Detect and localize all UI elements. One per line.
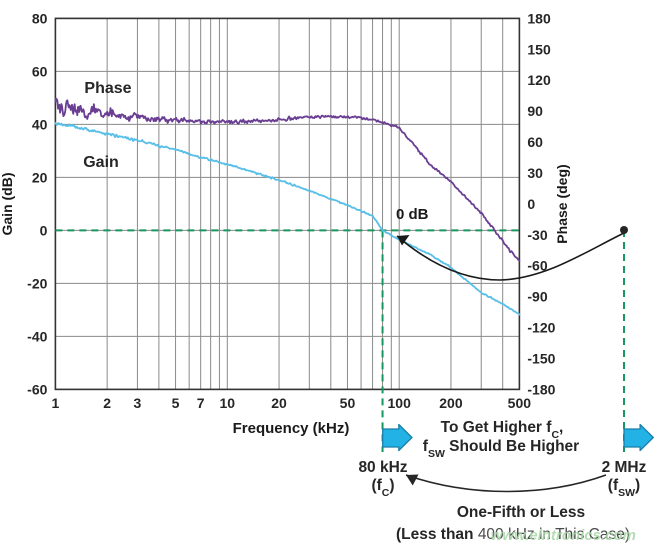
svg-text:3: 3	[134, 395, 142, 411]
svg-text:90: 90	[527, 103, 543, 119]
svg-text:(fSW): (fSW)	[608, 477, 640, 499]
svg-text:One-Fifth or Less: One-Fifth or Less	[457, 504, 585, 521]
svg-text:50: 50	[340, 395, 356, 411]
svg-text:5: 5	[172, 395, 180, 411]
svg-text:500: 500	[508, 395, 532, 411]
svg-text:30: 30	[527, 165, 543, 181]
svg-text:-120: -120	[527, 320, 555, 336]
svg-text:fSW Should Be Higher: fSW Should Be Higher	[423, 438, 579, 460]
svg-text:2 MHz: 2 MHz	[602, 459, 647, 476]
svg-text:-20: -20	[27, 275, 47, 291]
svg-text:(fC): (fC)	[371, 477, 394, 499]
svg-text:150: 150	[527, 41, 551, 57]
svg-text:-90: -90	[527, 289, 547, 305]
svg-text:180: 180	[527, 10, 551, 26]
svg-text:120: 120	[527, 72, 551, 88]
svg-text:-40: -40	[27, 328, 47, 344]
svg-text:Frequency (kHz): Frequency (kHz)	[233, 420, 350, 437]
svg-text:40: 40	[32, 116, 48, 132]
svg-text:Gain (dB): Gain (dB)	[0, 173, 15, 236]
svg-text:7: 7	[197, 395, 205, 411]
svg-text:Phase (deg): Phase (deg)	[554, 164, 570, 243]
svg-text:1: 1	[52, 395, 60, 411]
svg-text:100: 100	[388, 395, 412, 411]
svg-text:10: 10	[220, 395, 236, 411]
svg-text:60: 60	[527, 134, 543, 150]
svg-text:Gain: Gain	[83, 154, 119, 171]
svg-text:60: 60	[32, 63, 48, 79]
svg-text:0: 0	[40, 222, 48, 238]
svg-text:2: 2	[103, 395, 111, 411]
svg-text:80 kHz: 80 kHz	[358, 459, 407, 476]
svg-text:0: 0	[527, 196, 535, 212]
svg-text:-150: -150	[527, 350, 555, 366]
svg-text:20: 20	[32, 169, 48, 185]
svg-text:www.elntronics.com: www.elntronics.com	[491, 527, 636, 544]
svg-text:-30: -30	[527, 227, 547, 243]
svg-text:-60: -60	[27, 381, 47, 397]
svg-text:-180: -180	[527, 381, 555, 397]
svg-text:0 dB: 0 dB	[396, 206, 429, 223]
svg-text:Phase: Phase	[84, 80, 131, 97]
svg-text:200: 200	[439, 395, 463, 411]
svg-text:80: 80	[32, 10, 48, 26]
svg-text:20: 20	[271, 395, 287, 411]
